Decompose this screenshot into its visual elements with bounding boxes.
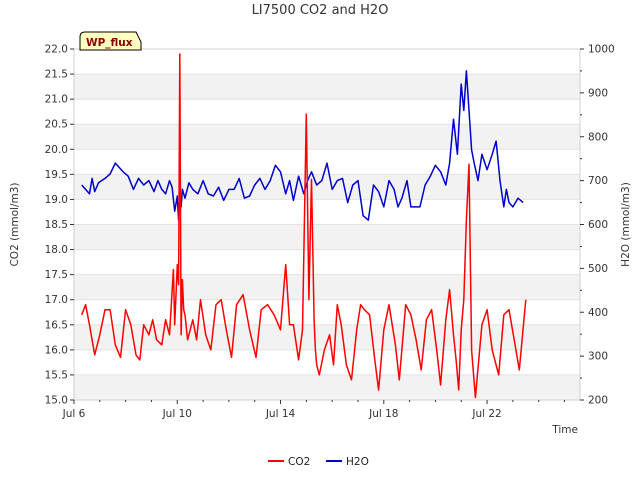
left-tick-label: 18.5 [45, 219, 68, 231]
background-band [74, 324, 580, 350]
left-tick-label: 17.0 [45, 294, 68, 306]
background-bands [74, 49, 580, 400]
left-tick-label: 15.0 [45, 395, 68, 407]
left-tick-label: 17.5 [45, 269, 68, 281]
series-line-co2 [81, 53, 527, 399]
background-band [74, 199, 580, 225]
left-axis-title: CO2 (mmol/m3) [9, 182, 21, 266]
x-tick-label: Jul 6 [62, 408, 86, 420]
background-band [74, 349, 580, 375]
x-tick-label: Jul 14 [265, 408, 296, 420]
left-tick-label: 15.5 [45, 369, 68, 381]
left-axis-ticks: 15.0 15.5 16.0 16.5 17.0 17.5 18.0 18.5 19.0 19.5… [45, 44, 74, 407]
background-band [74, 49, 580, 75]
x-tick-label: Jul 18 [368, 408, 398, 420]
background-band [74, 124, 580, 150]
left-tick-label: 20.0 [45, 144, 68, 156]
background-band [74, 249, 580, 275]
left-tick-label: 19.0 [45, 194, 68, 206]
left-tick-label: 16.0 [45, 344, 68, 356]
left-tick-label: 22.0 [45, 44, 68, 56]
background-band [74, 299, 580, 325]
series-line-h2o [81, 70, 524, 221]
background-band [74, 149, 580, 175]
right-axis-ticks: 200 300 400 500 600 700 800 900 1000 [580, 44, 615, 407]
site-label-box: WP_flux [79, 31, 142, 51]
chart-title: LI7500 CO2 and H2O [252, 3, 389, 18]
background-band [74, 74, 580, 100]
background-band [74, 99, 580, 125]
left-tick-label: 21.0 [45, 94, 68, 106]
left-tick-label: 19.5 [45, 169, 68, 181]
site-label: WP_flux [86, 37, 133, 49]
x-tick-label: Jul 22 [471, 408, 501, 420]
right-axis-title: H2O (mmol/m3) [620, 182, 632, 267]
x-tick-label: Jul 10 [162, 408, 192, 420]
legend: CO2 H2O [268, 456, 369, 468]
right-tick-label: 900 [588, 87, 608, 99]
x-axis-title: Time [551, 424, 578, 436]
right-tick-label: 500 [588, 263, 608, 275]
legend-label-h2o: H2O [346, 456, 369, 468]
left-tick-label: 21.5 [45, 69, 68, 81]
x-axis-ticks: Jul 6 Jul 10 Jul 14 Jul 18 Jul 22 [62, 400, 566, 420]
background-band [74, 224, 580, 250]
right-tick-label: 400 [588, 307, 608, 319]
right-tick-label: 1000 [588, 44, 615, 56]
right-tick-label: 600 [588, 219, 608, 231]
right-tick-label: 700 [588, 175, 608, 187]
right-tick-label: 300 [588, 351, 608, 363]
right-tick-label: 800 [588, 131, 608, 143]
series-layer [81, 53, 527, 399]
background-band [74, 174, 580, 200]
background-band [74, 274, 580, 300]
right-tick-label: 200 [588, 395, 608, 407]
background-band [74, 374, 580, 400]
left-tick-label: 20.5 [45, 119, 68, 131]
legend-label-co2: CO2 [288, 456, 310, 468]
left-tick-label: 16.5 [45, 319, 68, 331]
left-tick-label: 18.0 [45, 244, 68, 256]
site-label-background [79, 31, 142, 51]
